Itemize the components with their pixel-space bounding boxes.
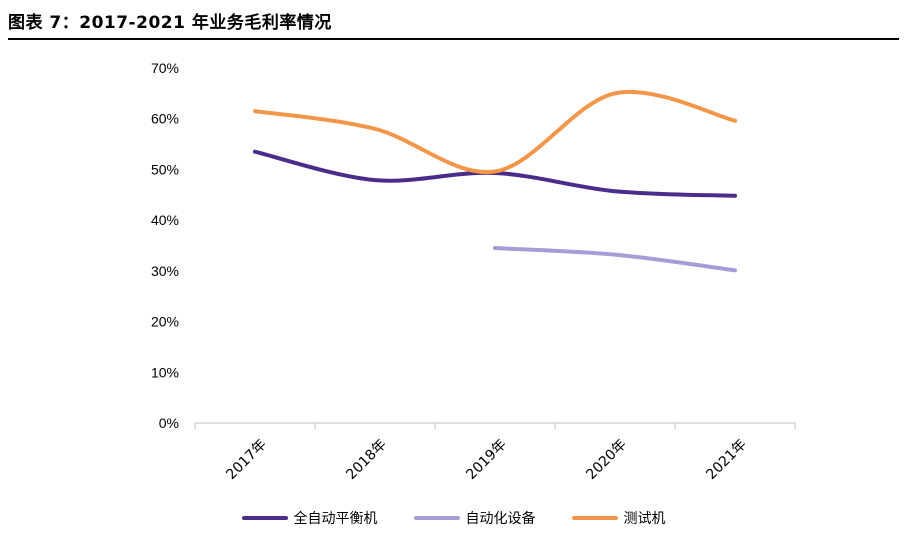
data-point [374,128,376,130]
data-point [494,170,496,172]
y-tick-label: 60% [151,111,179,127]
y-axis: 0% 10% 20% 30% 40% 50% 60% 70% [151,60,179,431]
data-point [614,190,616,192]
y-tick-label: 30% [151,263,179,279]
data-point [614,254,616,256]
legend: 全自动平衡机 自动化设备 测试机 [0,508,907,528]
x-axis: 2017年 2018年 2019年 2020年 2021年 [194,422,796,483]
data-point [734,120,736,122]
data-point [614,92,616,94]
legend-label: 自动化设备 [465,511,536,527]
data-point [734,269,736,271]
legend-item: 测试机 [571,508,666,528]
line-chart: 0%10%20%30%40%50%60%70% 2017年 2018年 2019年 2… [151,60,796,483]
data-point [254,110,256,112]
y-tick-label: 10% [151,364,179,380]
legend-item: 自动化设备 [413,508,536,528]
legend-swatch [241,516,288,520]
data-point [374,179,376,181]
y-tick-label: 20% [151,314,179,330]
legend-swatch [413,516,460,520]
data-point [494,247,496,249]
y-tick-label: 40% [151,212,179,228]
series-layer [253,90,737,273]
y-tick-label: 50% [151,161,179,177]
y-tick-label: 0% [159,415,179,431]
series-line-0 [253,149,737,198]
x-tick-label: 2019年 [463,437,509,483]
y-tick-label: 70% [151,60,179,76]
x-tick-label: 2017年 [223,437,269,483]
legend-label: 测试机 [623,511,666,527]
legend-item: 全自动平衡机 [241,508,378,528]
x-tick-label: 2021年 [703,437,749,483]
figure-title: 图表 7：2017-2021 年业务毛利率情况 [8,13,332,33]
data-point [734,195,736,197]
series-line-1 [493,246,737,273]
x-tick-label: 2018年 [343,437,389,483]
x-tick-label: 2020年 [583,437,629,483]
legend-label: 全自动平衡机 [293,511,378,527]
data-point [254,151,256,153]
legend-swatch [571,516,618,520]
series-line-2 [253,90,737,175]
title-divider [8,38,899,40]
